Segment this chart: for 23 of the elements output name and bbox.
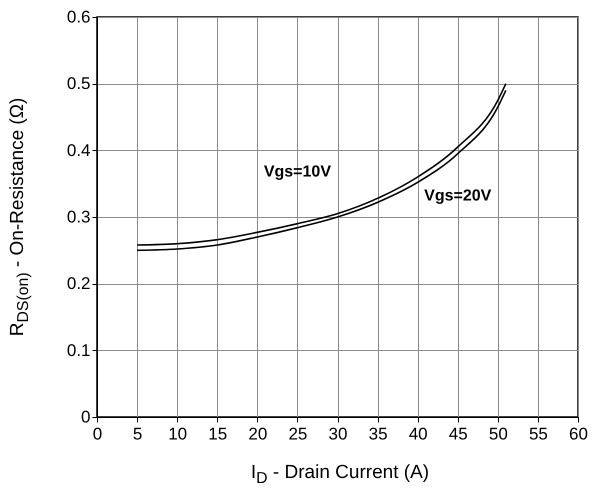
y-tick-label: 0.3 xyxy=(66,208,90,226)
x-tick-label: 10 xyxy=(168,424,188,444)
y-tick-label: 0 xyxy=(81,408,90,426)
x-tick-label: 20 xyxy=(248,424,268,444)
x-tick-label: 55 xyxy=(528,424,548,444)
y-tick-label: 0.2 xyxy=(66,274,90,294)
x-tick-label: 0 xyxy=(92,424,102,444)
x-axis-title: I$_{D}$ - Drain Current (A) xyxy=(250,462,430,488)
x-tick-label: 60 xyxy=(569,424,588,444)
x-tick-label: 35 xyxy=(368,424,388,444)
y-tick-label: 0.6 xyxy=(66,8,90,26)
x-tick-label: 40 xyxy=(408,424,428,444)
x-tick-label: 5 xyxy=(132,424,142,444)
x-tick-label: 30 xyxy=(328,424,348,444)
y-tick-label: 0.1 xyxy=(66,340,90,360)
text: Vgs=10V xyxy=(264,164,332,181)
y-tick-label: 0.5 xyxy=(66,74,90,94)
x-tick-label: 45 xyxy=(448,424,468,444)
y-tick-label: 0.4 xyxy=(66,140,90,160)
series-label: Vgs=20V xyxy=(424,188,492,205)
x-tick-label: 15 xyxy=(208,424,228,444)
x-tick-label: 50 xyxy=(488,424,508,444)
x-tick-label: 25 xyxy=(288,424,308,444)
